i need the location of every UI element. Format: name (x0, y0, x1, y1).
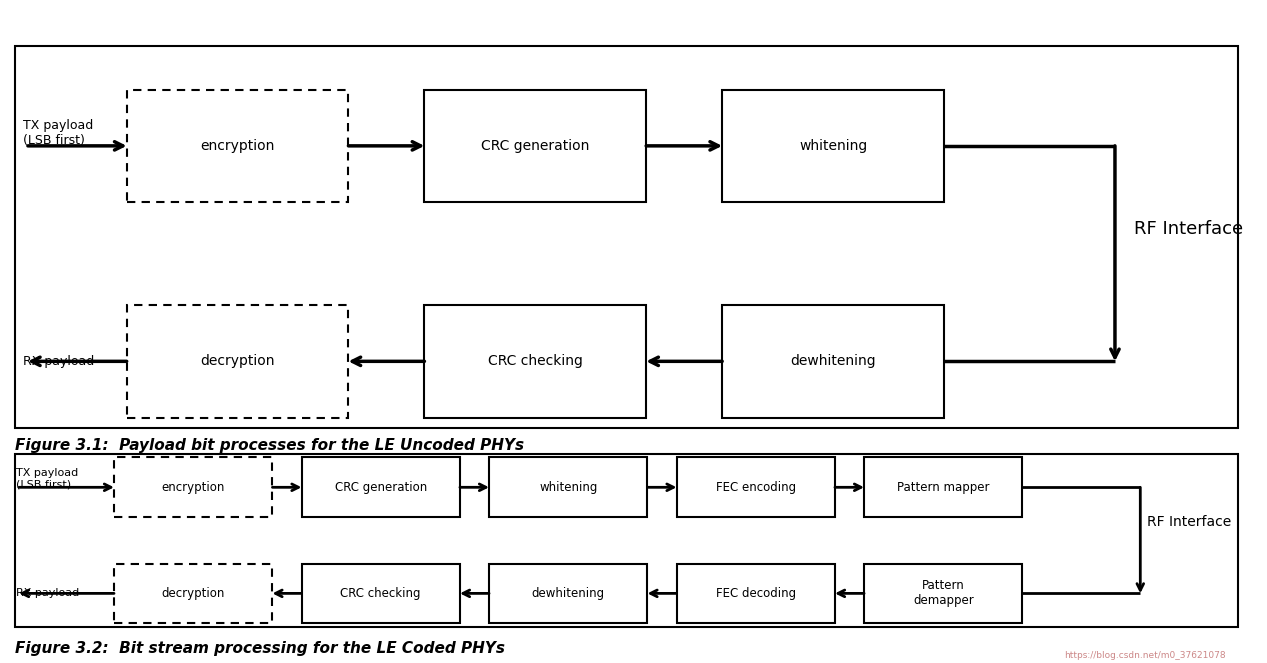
Text: Pattern mapper: Pattern mapper (897, 481, 990, 494)
Bar (114, 564, 272, 623)
Text: RX payload: RX payload (23, 355, 94, 368)
Text: whitening: whitening (538, 481, 598, 494)
Text: https://blog.csdn.net/m0_37621078: https://blog.csdn.net/m0_37621078 (1064, 650, 1226, 660)
Bar (15, 46, 1238, 428)
Text: TX payload
(LSB first): TX payload (LSB first) (23, 119, 92, 147)
Text: whitening: whitening (799, 139, 867, 153)
Text: CRC checking: CRC checking (341, 587, 421, 600)
Text: Pattern
demapper: Pattern demapper (914, 579, 973, 607)
Text: FEC decoding: FEC decoding (716, 587, 796, 600)
Bar (302, 457, 460, 517)
Text: RX payload: RX payload (16, 588, 80, 599)
Text: Figure 3.2:  Bit stream processing for the LE Coded PHYs: Figure 3.2: Bit stream processing for th… (15, 641, 506, 656)
Text: RF Interface: RF Interface (1147, 514, 1230, 529)
Text: encryption: encryption (161, 481, 226, 494)
Bar (722, 305, 944, 418)
Bar (114, 457, 272, 517)
Text: CRC checking: CRC checking (488, 354, 583, 369)
Bar (424, 90, 646, 202)
Bar (15, 454, 1238, 627)
Text: decryption: decryption (200, 354, 275, 369)
Bar (864, 457, 1022, 517)
Bar (127, 305, 348, 418)
Text: CRC generation: CRC generation (334, 481, 427, 494)
Text: FEC encoding: FEC encoding (716, 481, 796, 494)
Bar (677, 457, 835, 517)
Bar (489, 457, 647, 517)
Bar (677, 564, 835, 623)
Text: dewhitening: dewhitening (532, 587, 604, 600)
Bar (424, 305, 646, 418)
Text: RF Interface: RF Interface (1134, 219, 1243, 238)
Text: CRC generation: CRC generation (481, 139, 589, 153)
Text: TX payload
(LSB first): TX payload (LSB first) (16, 468, 79, 489)
Bar (489, 564, 647, 623)
Bar (722, 90, 944, 202)
Bar (864, 564, 1022, 623)
Text: dewhitening: dewhitening (791, 354, 875, 369)
Text: decryption: decryption (161, 587, 226, 600)
Text: encryption: encryption (200, 139, 275, 153)
Bar (302, 564, 460, 623)
Bar (127, 90, 348, 202)
Text: Figure 3.1:  Payload bit processes for the LE Uncoded PHYs: Figure 3.1: Payload bit processes for th… (15, 438, 525, 453)
